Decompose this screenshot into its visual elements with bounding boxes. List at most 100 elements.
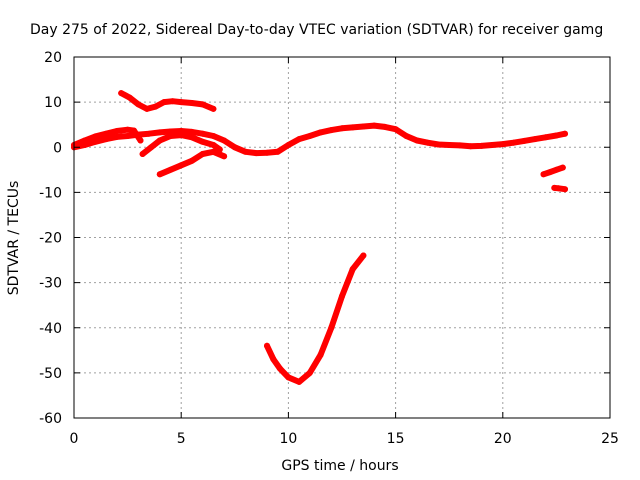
data-point — [392, 126, 399, 133]
data-point — [221, 153, 228, 160]
data-point — [521, 137, 528, 144]
x-tick-label: 10 — [279, 431, 297, 447]
data-point — [562, 186, 568, 193]
data-point — [199, 101, 206, 108]
data-point — [317, 129, 324, 136]
data-point — [435, 141, 442, 148]
data-point — [146, 130, 152, 137]
y-tick-label: 10 — [44, 95, 62, 111]
data-point — [264, 149, 270, 156]
data-point — [178, 99, 185, 106]
grid — [74, 57, 610, 418]
data-point — [92, 138, 99, 145]
data-point — [210, 142, 217, 148]
x-tick-label: 5 — [177, 431, 186, 447]
x-tick-label: 20 — [494, 431, 512, 447]
x-tick-label: 25 — [601, 431, 619, 447]
data-point — [559, 164, 566, 171]
series-line — [118, 90, 217, 112]
data-point — [167, 166, 174, 173]
data-point — [156, 137, 163, 144]
data-point — [542, 134, 549, 141]
data-point — [188, 134, 195, 141]
y-tick-label: -20 — [39, 231, 62, 247]
data-point — [553, 132, 560, 139]
x-tick-label: 15 — [387, 431, 405, 447]
data-point — [210, 105, 217, 112]
y-tick-label: -40 — [39, 321, 62, 337]
data-point — [156, 171, 163, 178]
data-point — [478, 142, 485, 149]
data-point — [499, 141, 506, 148]
data-point — [152, 103, 159, 110]
data-point — [328, 127, 335, 134]
data-point — [349, 266, 356, 273]
data-point — [143, 105, 150, 112]
data-point — [188, 128, 195, 135]
series-track-e — [156, 148, 228, 178]
data-point — [118, 90, 125, 97]
data-point — [371, 122, 378, 129]
data-point — [306, 133, 313, 139]
data-point — [199, 130, 206, 137]
series-track-g — [540, 164, 566, 178]
data-point — [124, 133, 131, 139]
data-point — [188, 100, 195, 106]
data-point — [306, 369, 313, 376]
series-line — [540, 164, 566, 178]
data-point — [148, 144, 155, 151]
data-point — [274, 148, 281, 155]
y-tick-label: -60 — [39, 411, 62, 427]
series-track-c — [118, 90, 217, 112]
x-axis-label: GPS time / hours — [281, 458, 398, 474]
data-point — [199, 151, 206, 157]
data-point — [92, 133, 99, 140]
series-track-b — [71, 126, 144, 148]
data-point — [131, 127, 137, 134]
data-point — [113, 133, 120, 140]
series-track-h — [551, 184, 568, 193]
series-track-a — [71, 122, 568, 157]
data-point — [231, 144, 238, 151]
series-track-f — [264, 252, 367, 385]
data-point — [296, 378, 303, 385]
data-point — [349, 124, 356, 131]
data-point — [270, 356, 277, 363]
data-point — [161, 99, 167, 106]
y-axis-label: SDTVAR / TECUs — [6, 181, 22, 296]
data-point — [510, 139, 517, 146]
data-point — [540, 171, 547, 178]
data-point — [178, 132, 185, 139]
series-line — [264, 252, 367, 385]
data-point — [424, 139, 431, 146]
data-point — [553, 166, 560, 173]
data-point — [562, 130, 568, 137]
data-point — [285, 142, 292, 148]
data-point — [156, 129, 163, 136]
data-point — [167, 133, 174, 139]
data-point — [210, 133, 217, 139]
data-point — [555, 185, 562, 192]
data-point — [467, 143, 474, 150]
y-tick-label: -30 — [39, 276, 62, 292]
y-tick-label: 20 — [44, 50, 62, 66]
data-point — [328, 324, 335, 331]
data-point — [253, 150, 260, 157]
data-point — [403, 133, 410, 139]
series-track-d — [139, 132, 223, 157]
data-point — [221, 137, 228, 144]
data-point — [446, 142, 453, 148]
data-point — [188, 157, 195, 164]
data-point — [414, 137, 420, 144]
y-tick-label: -10 — [39, 185, 62, 201]
data-point — [242, 148, 249, 155]
data-point — [547, 169, 553, 176]
data-point — [381, 123, 388, 130]
data-layer — [71, 90, 568, 385]
data-point — [103, 136, 110, 143]
data-point — [339, 125, 345, 132]
data-point — [137, 137, 144, 144]
data-point — [456, 142, 463, 149]
data-point — [135, 101, 142, 108]
